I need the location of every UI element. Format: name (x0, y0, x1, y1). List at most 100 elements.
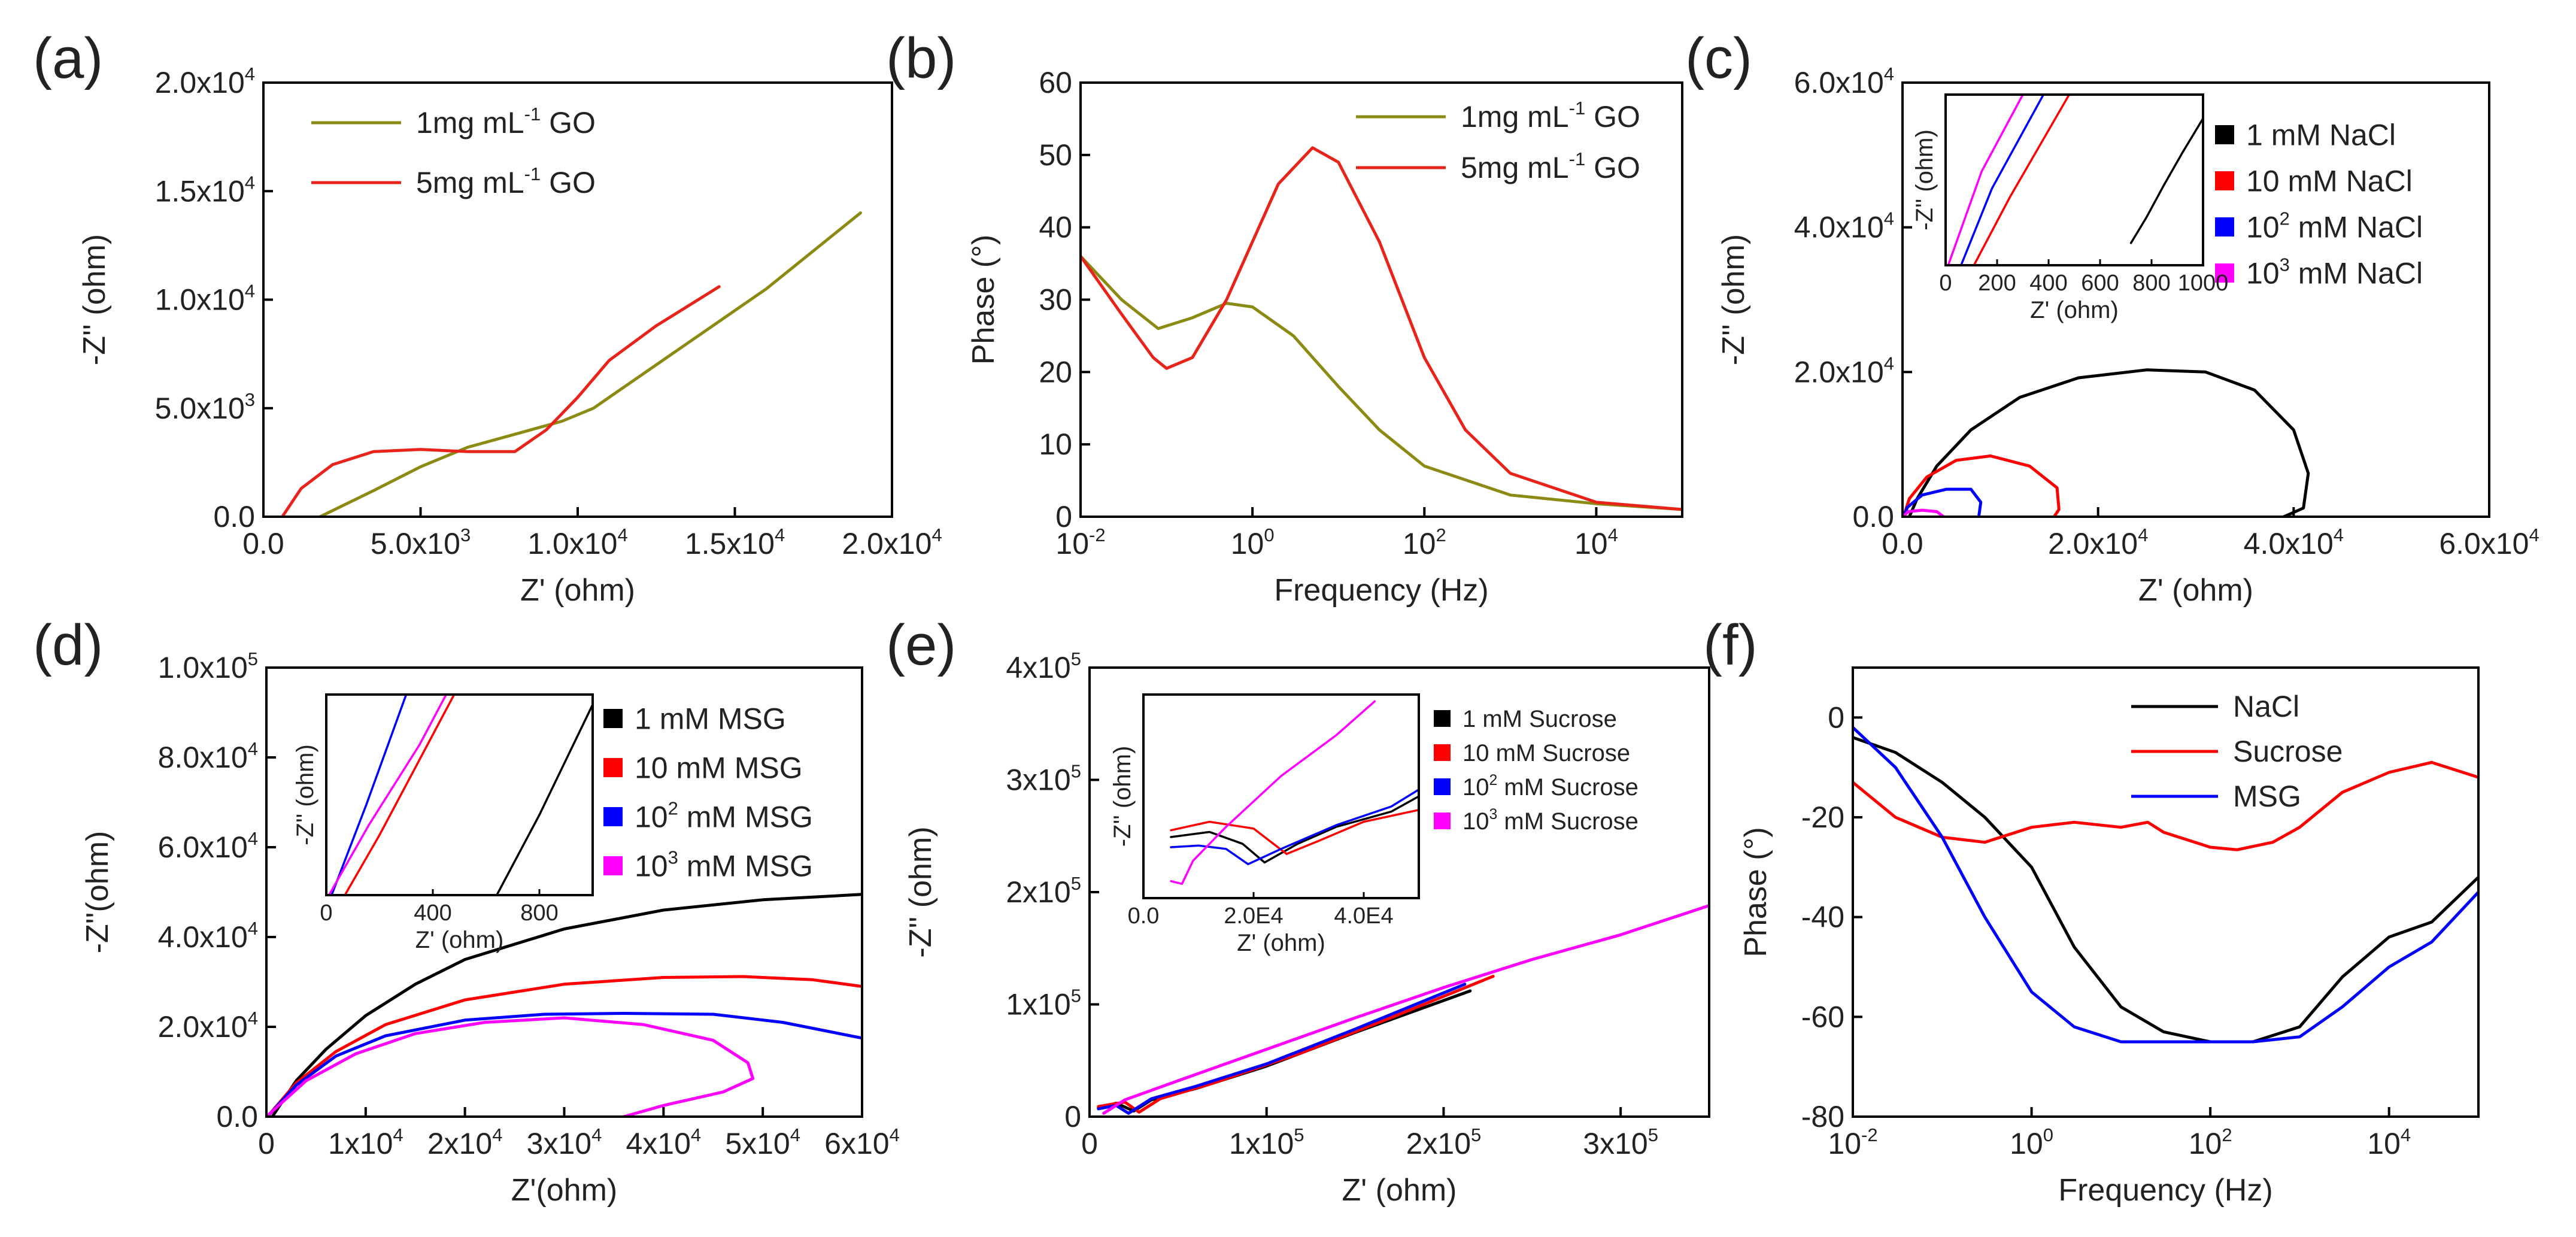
x-tick-label: 0 (258, 1127, 275, 1160)
inset-y-label-c: -Z'' (ohm) (1911, 129, 1938, 231)
panel-f: (f) 10-2 100 102 104 -80 -60 -40 -20 0 Frequency (… (1703, 613, 2480, 1208)
x-tick-label: 100 (2010, 1124, 2053, 1160)
legend-swatch-d (603, 758, 623, 777)
y-tick-label: 6.0x104 (1794, 63, 1894, 99)
legend-label-c: 102 mM NaCl (2246, 208, 2423, 244)
plot-frame-b (1079, 81, 1683, 518)
x-tick-label: 1x104 (328, 1124, 403, 1160)
x-tick-label: 2.0x104 (842, 524, 942, 560)
x-tick-label: 3x105 (1583, 1124, 1658, 1160)
series-d-0 (271, 893, 862, 1117)
y-axis-label-a: -Z'' (ohm) (77, 234, 112, 365)
x-tick-label: 102 (2189, 1124, 2232, 1160)
legend-label-c: 103 mM NaCl (2246, 254, 2423, 290)
legend-label-f: NaCl (2233, 690, 2299, 723)
series-c-3 (1903, 508, 1946, 517)
y-tick-label: 2.0x104 (158, 1008, 258, 1044)
y-tick-label: 50 (1039, 138, 1072, 172)
inset-background-d (326, 695, 593, 895)
legend-label-c: 10 mM NaCl (2246, 165, 2413, 198)
inset-y-label-e: -Z'' (ohm) (1109, 746, 1136, 847)
legend-label-c: 1 mM NaCl (2246, 119, 2396, 152)
legend-swatch-c (2215, 263, 2234, 283)
legend-label-e: 103 mM Sucrose (1463, 807, 1639, 835)
panel-e: (e) 0 1x105 2x105 3x105 0 1x105 2x105 3x105 4x105… (886, 613, 1710, 1208)
inset-x-tick-label: 4.0E4 (1334, 904, 1393, 929)
x-tick-label: 10-2 (1828, 1124, 1877, 1160)
inset-series-d-3 (327, 695, 448, 895)
legend-swatch-e (1434, 812, 1451, 829)
panel-d: (d) 0 1x104 2x104 3x104 4x104 5x104 6x104 0.0 2.0… (33, 613, 900, 1208)
legend-swatch-e (1434, 778, 1451, 795)
inset-series-c-3 (1947, 95, 2024, 265)
legend-label-d: 102 mM MSG (635, 798, 813, 834)
inset-series-c-2 (1960, 95, 2045, 265)
legend-label-e: 102 mM Sucrose (1463, 772, 1639, 801)
inset-d: 0 400 800 Z' (ohm) -Z'' (ohm) (292, 693, 594, 953)
inset-series-c-0 (2129, 117, 2203, 244)
legend-swatch-e (1434, 710, 1451, 727)
x-tick-label: 0.0 (242, 527, 284, 560)
inset-background-e (1143, 695, 1419, 898)
legend-swatch-c (2215, 125, 2234, 144)
panel-b: (b) 10-2 100 102 104 0 10 20 30 40 50 60 Frequency (… (886, 26, 1683, 608)
y-tick-label: 1.0x105 (158, 648, 258, 684)
panel-label-f: (f) (1703, 613, 1758, 677)
x-tick-label: 0 (1081, 1127, 1098, 1160)
x-tick-label: 102 (1403, 524, 1446, 560)
series-f-2 (1853, 726, 2478, 1044)
inset-c: 0 200 400 600 800 1000 Z' (ohm) -Z'' (ohm) (1911, 93, 2229, 323)
y-tick-label: 2x105 (1006, 873, 1081, 909)
y-tick-label: 0 (1064, 1100, 1081, 1133)
y-tick-label: 10 (1039, 428, 1072, 461)
y-tick-label: 4x105 (1006, 648, 1081, 684)
inset-series-d-2 (330, 695, 408, 895)
series-c-0 (1907, 368, 2310, 517)
legend-label-f: MSG (2233, 780, 2301, 813)
inset-series-c-1 (1973, 95, 2071, 265)
y-tick-label: 20 (1039, 355, 1072, 389)
inset-x-tick-label: 800 (2132, 271, 2170, 296)
y-tick-label: 4.0x104 (158, 918, 258, 954)
inset-x-tick-label: 1000 (2178, 271, 2229, 296)
y-tick-label: 60 (1039, 66, 1072, 99)
series-e-2 (1097, 983, 1467, 1115)
x-axis-label-d: Z'(ohm) (511, 1173, 617, 1208)
inset-x-label-c: Z' (ohm) (2030, 297, 2119, 323)
x-tick-label: 3x104 (527, 1124, 602, 1160)
x-axis-label-b: Frequency (Hz) (1274, 573, 1488, 608)
y-tick-label: -60 (1801, 1000, 1844, 1033)
series-d-2 (266, 1012, 862, 1117)
x-tick-label: 104 (2367, 1124, 2411, 1160)
inset-series-e-1 (1170, 808, 1419, 856)
legend-label-f: Sucrose (2233, 735, 2343, 768)
panel-a: (a) 0.0 5.0x103 1.0x104 1.5x104 2.0x104 0.0 5.0… (33, 26, 942, 608)
legend-label-d: 1 mM MSG (635, 702, 786, 736)
series-d-3 (266, 1016, 755, 1117)
y-tick-label: 2.0x104 (1794, 353, 1894, 389)
inset-frame-c (1944, 93, 2204, 266)
y-axis-label-b: Phase (°) (966, 235, 1001, 365)
y-axis-label-e: -Z'' (ohm) (903, 826, 938, 957)
x-tick-label: 4x104 (626, 1124, 701, 1160)
plot-frame-f (1852, 666, 2480, 1118)
inset-x-tick-label: 600 (2081, 271, 2119, 296)
series-a-0 (318, 211, 862, 517)
y-tick-label: 40 (1039, 211, 1072, 244)
legend-swatch-c (2215, 171, 2234, 190)
series-b-1 (1081, 146, 1682, 511)
inset-x-label-d: Z' (ohm) (415, 927, 504, 953)
panel-label-e: (e) (886, 613, 956, 677)
legend-swatch-d (603, 856, 623, 875)
x-tick-label: 1.5x104 (685, 524, 785, 560)
inset-y-label-d: -Z'' (ohm) (292, 744, 318, 845)
x-axis-label-f: Frequency (Hz) (2058, 1173, 2272, 1208)
inset-x-tick-label: 400 (2029, 271, 2067, 296)
series-c-1 (1903, 454, 2061, 517)
legend-label-b: 1mg mL-1 GO (1461, 98, 1640, 134)
series-c-2 (1903, 487, 1983, 517)
inset-e: 0.0 2.0E4 4.0E4 Z' (ohm) -Z'' (ohm) (1109, 693, 1420, 956)
y-tick-label: 0 (1055, 500, 1072, 533)
inset-series-e-3 (1170, 700, 1376, 885)
